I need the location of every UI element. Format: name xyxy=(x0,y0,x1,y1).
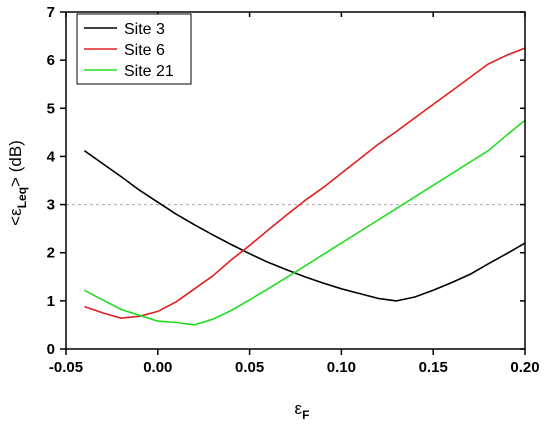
x-axis-title: εF xyxy=(295,399,310,422)
x-tick-label: -0.05 xyxy=(49,359,83,376)
y-tick-label: 0 xyxy=(47,341,55,358)
legend-label: Site 6 xyxy=(124,42,165,59)
x-tick-label: 0.20 xyxy=(510,359,539,376)
series-line-site-21 xyxy=(84,119,526,326)
x-tick-label: 0.15 xyxy=(419,359,448,376)
y-tick-label: 6 xyxy=(47,52,55,69)
y-tick-label: 4 xyxy=(47,148,56,165)
x-tick-label: 0.00 xyxy=(143,359,172,376)
series-layer xyxy=(83,47,526,326)
y-axis-title: <εLeq> (dB) xyxy=(6,140,29,226)
axes-layer: -0.05 0.00 0.05 0.10 0.15 0.20 0 1 2 3 4 5 6 7 xyxy=(47,4,540,376)
y-tick-label: 3 xyxy=(47,197,55,214)
x-tick-label: 0.05 xyxy=(235,359,264,376)
legend-label: Site 3 xyxy=(124,21,165,38)
y-axis-title-subscript: Leq xyxy=(15,187,29,208)
x-axis-title-subscript: F xyxy=(302,408,309,422)
legend-label: Site 21 xyxy=(124,63,174,80)
y-tick-label: 7 xyxy=(47,4,55,21)
x-tick-label: 0.10 xyxy=(327,359,356,376)
y-tick-label: 1 xyxy=(47,293,55,310)
plot-frame xyxy=(65,11,526,350)
legend: Site 3 Site 6 Site 21 xyxy=(76,13,192,85)
y-tick-label: 5 xyxy=(47,100,55,117)
y-tick-label: 2 xyxy=(47,245,55,262)
series-line-site-6 xyxy=(84,47,526,320)
series-line-site-3 xyxy=(83,150,526,302)
